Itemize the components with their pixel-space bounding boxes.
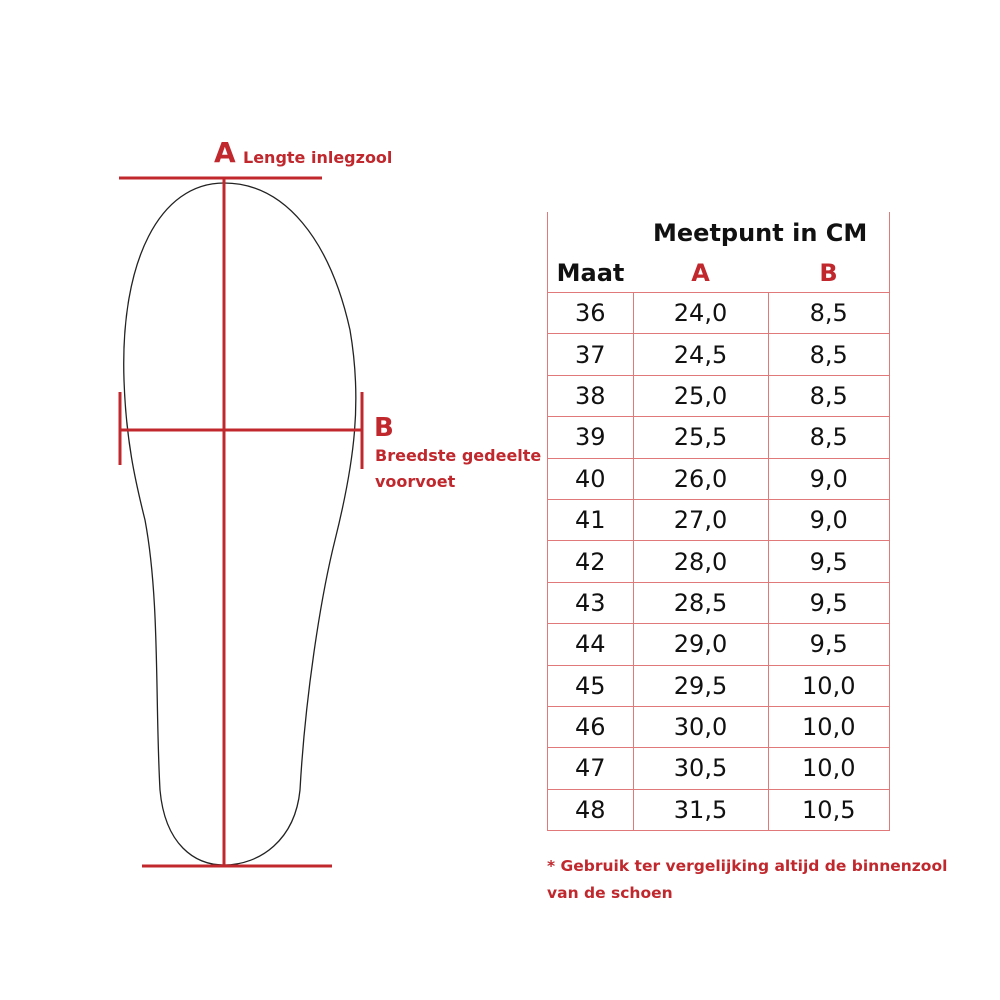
cell-b: 9,5 [767, 623, 890, 666]
cell-maat: 42 [547, 540, 634, 583]
cell-a: 30,5 [632, 747, 769, 790]
table-row: 47 30,5 10,0 [547, 747, 890, 790]
cell-a: 28,5 [632, 581, 769, 625]
cell-b: 8,5 [767, 374, 890, 418]
cell-a: 29,0 [632, 623, 769, 666]
cell-a: 26,0 [632, 457, 769, 500]
cell-maat: 48 [547, 788, 634, 832]
table-row: 44 29,0 9,5 [547, 623, 890, 666]
table-row: 36 24,0 8,5 [547, 291, 890, 335]
cell-a: 24,0 [632, 291, 769, 335]
footnote-line2: van de schoen [547, 884, 673, 902]
cell-a: 30,0 [632, 705, 769, 749]
cell-a: 24,5 [632, 333, 769, 376]
cell-b: 9,5 [767, 581, 890, 625]
a-label: Lengte inlegzool [243, 148, 393, 167]
cell-maat: 38 [547, 374, 634, 418]
table-row: 37 24,5 8,5 [547, 333, 890, 376]
b-label-line2: voorvoet [375, 472, 456, 491]
cell-maat: 37 [547, 333, 634, 376]
footnote: * Gebruik ter vergelijking altijd de bin… [547, 853, 967, 907]
cell-b: 9,0 [767, 457, 890, 500]
cell-a: 28,0 [632, 540, 769, 583]
table-title: Meetpunt in CM [633, 212, 890, 254]
cell-b: 8,5 [767, 416, 890, 459]
header-a: A [691, 259, 710, 287]
cell-maat: 44 [547, 623, 634, 666]
cell-a: 25,0 [632, 374, 769, 418]
cell-maat: 43 [547, 581, 634, 625]
cell-a: 27,0 [632, 498, 769, 542]
cell-maat: 47 [547, 747, 634, 790]
cell-maat: 40 [547, 457, 634, 500]
insole-outline [123, 182, 357, 866]
table-title-row: Meetpunt in CM [547, 212, 890, 254]
b-letter: B [374, 413, 394, 443]
footnote-line1: * Gebruik ter vergelijking altijd de bin… [547, 857, 948, 875]
cell-maat: 41 [547, 498, 634, 542]
table-row: 46 30,0 10,0 [547, 705, 890, 749]
table-row: 48 31,5 10,5 [547, 788, 890, 832]
cell-maat: 39 [547, 416, 634, 459]
cell-b: 10,0 [767, 747, 890, 790]
cell-maat: 46 [547, 705, 634, 749]
cell-maat: 36 [547, 291, 634, 335]
cell-b: 10,0 [767, 705, 890, 749]
cell-b: 10,5 [767, 788, 890, 832]
table-row: 39 25,5 8,5 [547, 416, 890, 459]
table-row: 42 28,0 9,5 [547, 540, 890, 583]
cell-b: 10,0 [767, 664, 890, 707]
cell-maat: 45 [547, 664, 634, 707]
cell-a: 29,5 [632, 664, 769, 707]
table-row: 43 28,5 9,5 [547, 581, 890, 625]
a-letter: A [214, 136, 236, 169]
table-header-row: Maat A B [547, 254, 890, 293]
cell-b: 8,5 [767, 333, 890, 376]
size-table: Meetpunt in CM Maat A B 36 24,0 8,5 37 24,5 8… [547, 212, 890, 832]
table-row: 40 26,0 9,0 [547, 457, 890, 500]
b-label-line1: Breedste gedeelte [375, 446, 542, 465]
cell-a: 31,5 [632, 788, 769, 832]
table-row: 45 29,5 10,0 [547, 664, 890, 707]
cell-b: 9,5 [767, 540, 890, 583]
header-maat: Maat [547, 254, 633, 293]
cell-b: 9,0 [767, 498, 890, 542]
table-row: 38 25,0 8,5 [547, 374, 890, 418]
cell-a: 25,5 [632, 416, 769, 459]
table-row: 41 27,0 9,0 [547, 498, 890, 542]
header-b: B [768, 254, 890, 293]
cell-b: 8,5 [767, 291, 890, 335]
